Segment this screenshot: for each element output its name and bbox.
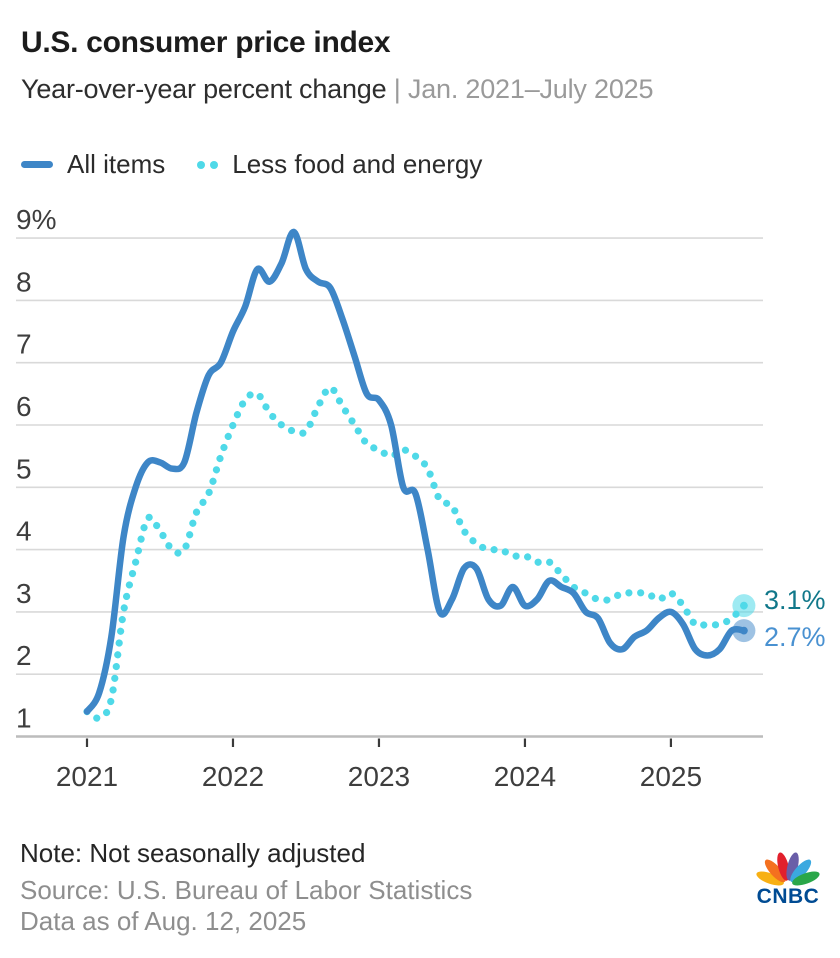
peacock-feather-icon — [764, 859, 786, 883]
end-label-all-items: 2.7% — [764, 622, 826, 652]
y-axis-tick-label: 6 — [16, 391, 32, 422]
cnbc-logo: CNBC — [756, 852, 820, 908]
end-label-less-food-energy: 3.1% — [764, 585, 826, 615]
subtitle-separator: | — [393, 74, 401, 104]
source-credit: Source: U.S. Bureau of Labor Statistics — [20, 875, 473, 905]
y-axis-tick-label: 3 — [16, 578, 32, 609]
y-axis-tick-label: 9% — [16, 204, 56, 235]
peacock-feather-icon — [792, 871, 820, 886]
page-title: U.S. consumer price index — [21, 26, 391, 59]
data-as-of: Data as of Aug. 12, 2025 — [20, 906, 307, 936]
x-axis-tick-label: 2021 — [56, 761, 118, 792]
peacock-icon — [756, 852, 820, 886]
chart-subtitle: Year-over-year percent change | Jan. 202… — [21, 74, 653, 105]
legend-dot-icon — [210, 160, 219, 169]
legend-label-all-items: All items — [67, 149, 166, 179]
legend-label-less-food-energy: Less food and energy — [232, 149, 483, 179]
footnote: Note: Not seasonally adjusted — [20, 838, 366, 868]
end-marker-dot — [740, 601, 748, 610]
y-axis-tick-label: 7 — [16, 329, 32, 360]
end-marker-dot — [740, 626, 748, 635]
series-line-less-food-and-energy — [83, 384, 748, 722]
x-axis-tick-label: 2022 — [202, 761, 264, 792]
subtitle-date-range: Jan. 2021–July 2025 — [407, 74, 654, 104]
x-axis-tick-label: 2024 — [494, 761, 556, 792]
peacock-feather-icon — [790, 859, 812, 883]
peacock-feather-icon — [756, 871, 784, 886]
y-axis-tick-label: 1 — [16, 703, 32, 734]
y-axis-tick-label: 5 — [16, 453, 32, 484]
legend-dot-icon — [197, 160, 206, 169]
subtitle-main: Year-over-year percent change — [21, 74, 387, 104]
series-line-all-items — [83, 228, 748, 715]
legend-dotted-swatch — [197, 160, 219, 169]
y-axis-tick-label: 8 — [16, 266, 32, 297]
legend: All items Less food and energy — [21, 149, 482, 180]
x-axis-tick-label: 2023 — [348, 761, 410, 792]
y-axis-tick-label: 4 — [16, 516, 32, 547]
y-axis-tick-label: 2 — [16, 640, 32, 671]
x-axis-tick-label: 2025 — [640, 761, 702, 792]
legend-solid-line-swatch — [21, 161, 53, 168]
cnbc-logo-text: CNBC — [757, 885, 820, 908]
